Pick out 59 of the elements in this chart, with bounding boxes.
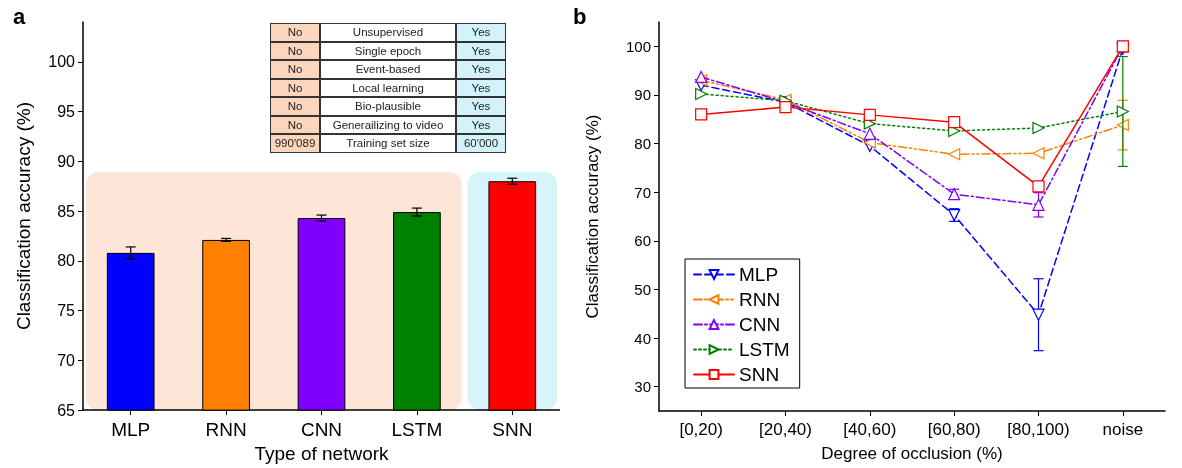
annotation: 60'000 [456,134,506,153]
y-tick-label: 50 [634,280,651,298]
annotation: Yes [456,78,506,97]
annotation: No [270,41,320,60]
y-tick-label: 85 [57,202,76,220]
y-tick-label: 100 [625,37,651,55]
annotation: Unsupervised [320,23,456,42]
legend-label: LSTM [739,339,790,360]
y-tick-label: 60 [634,232,651,250]
x-tick-label: [40,60) [843,420,897,439]
annotation: Yes [456,41,506,60]
annotation: Yes [456,97,506,116]
x-tick-label: noise [1102,420,1144,439]
annotation: Training set size [320,134,456,153]
y-tick-label: 70 [57,351,76,369]
x-axis-title: Degree of occlusion (%) [821,444,1003,463]
y-tick-label: 80 [57,252,76,270]
x-tick-label: CNN [300,419,343,441]
y-tick-label: 65 [57,401,76,419]
annotation: No [270,97,320,116]
x-axis-title: Type of network [254,443,390,464]
y-tick-label: 70 [634,183,651,201]
annotation: No [270,23,320,42]
x-tick-label: [0,20) [679,420,723,439]
y-tick-label: 30 [634,378,651,396]
x-tick-label: MLP [111,419,151,441]
annotation: Bio-plausible [320,97,456,116]
x-tick-label: [20,40) [759,420,812,439]
annotation: 990'089 [270,134,320,153]
y-axis-title: Classification accuracy (%) [13,102,34,331]
y-tick-label: 40 [634,329,651,347]
x-tick-label: [60,80) [927,420,981,439]
y-tick-label: 90 [57,152,76,170]
y-axis-title: Classification accuracy (%) [583,114,602,319]
annotation: Yes [456,115,506,134]
y-tick-label: 100 [48,53,76,71]
annotation: Single epoch [320,41,456,60]
x-tick-label: SNN [492,419,533,441]
y-tick-label: 95 [57,103,76,121]
legend-label: SNN [739,364,780,385]
annotation: No [270,115,320,134]
x-tick-label: RNN [205,419,247,441]
annotation: Local learning [320,78,456,97]
annotation: No [270,78,320,97]
annotation: Yes [456,60,506,79]
annotation: Yes [456,23,506,42]
y-tick-label: 75 [57,302,76,320]
annotation: Event-based [320,60,456,79]
legend-label: MLP [739,264,779,285]
annotation: Generailizing to video [320,115,456,134]
y-tick-label: 90 [634,86,651,104]
legend-label: CNN [739,314,781,335]
annotation: No [270,60,320,79]
x-tick-label: LSTM [391,419,443,441]
y-tick-label: 80 [634,135,651,153]
chart-title: a [13,3,26,29]
x-tick-label: [80,100) [1007,420,1070,439]
chart-title: b [573,3,587,29]
legend-label: RNN [739,289,781,310]
